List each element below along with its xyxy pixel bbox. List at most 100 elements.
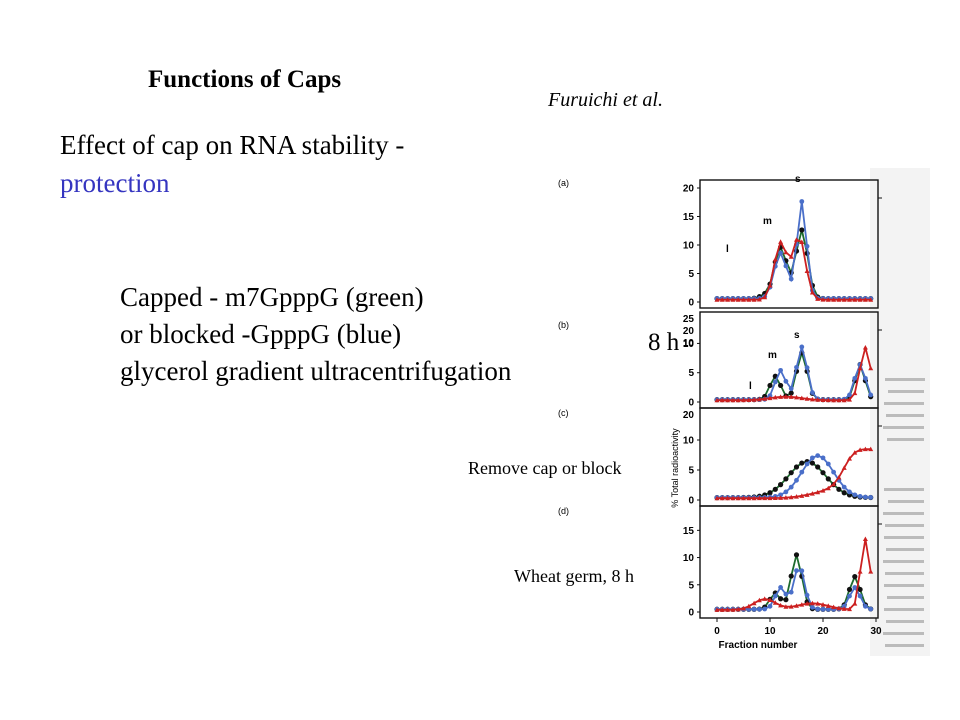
data-point — [751, 606, 757, 612]
data-point — [778, 250, 783, 256]
y-tick-label: 5 — [688, 580, 694, 591]
data-point — [767, 382, 773, 389]
data-point-triangle — [820, 297, 826, 302]
scan-bleed-text — [883, 378, 925, 647]
subtitle-line-2: protection — [60, 168, 170, 198]
data-point — [847, 392, 852, 398]
data-point-triangle — [841, 397, 847, 403]
data-point-triangle — [725, 495, 731, 501]
data-point-triangle — [751, 297, 757, 302]
y-tick-label: 15 — [683, 212, 695, 223]
data-point — [825, 461, 831, 467]
data-point-triangle — [746, 603, 752, 609]
data-point-triangle — [799, 239, 805, 245]
data-point-triangle — [831, 297, 837, 302]
x-tick-0: 0 — [714, 626, 720, 637]
data-point — [778, 367, 783, 373]
data-point-triangle — [857, 365, 863, 371]
data-point-triangle — [815, 296, 821, 301]
data-point-triangle — [862, 536, 868, 542]
x-axis-title: Fraction number — [719, 640, 798, 651]
peak-label: m — [768, 350, 777, 361]
data-point-triangle — [799, 602, 805, 607]
data-point — [831, 469, 836, 475]
data-point-triangle — [772, 394, 778, 400]
data-point-triangle — [767, 597, 773, 603]
y-tick-label-secondary: 25 — [683, 314, 695, 325]
figure-scan: (a) (b) (c) (d) % Total radioactivity Fr… — [540, 168, 930, 656]
data-point — [863, 375, 868, 381]
y-tick-label: 5 — [688, 466, 694, 477]
data-point — [809, 460, 815, 466]
data-point — [783, 597, 789, 603]
y-tick-label: 10 — [683, 436, 695, 447]
data-point — [857, 586, 863, 593]
body-line-3: glycerol gradient ultracentrifugation — [120, 356, 512, 386]
data-point-triangle — [735, 606, 741, 612]
y-tick-label-secondary: 10 — [683, 338, 695, 349]
data-point-triangle — [804, 268, 810, 274]
data-point-triangle — [714, 495, 720, 501]
data-point — [794, 477, 799, 483]
data-point — [852, 574, 858, 580]
citation: Furuichi et al. — [548, 89, 663, 111]
data-point-triangle — [730, 397, 736, 403]
data-point — [868, 495, 874, 500]
peak-label: s — [794, 330, 800, 341]
data-point-triangle — [788, 394, 794, 399]
data-point-triangle — [783, 495, 789, 500]
data-point-triangle — [756, 597, 762, 603]
data-point-triangle — [820, 397, 826, 403]
data-point-triangle — [836, 397, 842, 403]
data-point — [793, 552, 800, 558]
data-point-triangle — [746, 297, 752, 302]
data-point — [778, 492, 783, 498]
data-point — [852, 375, 858, 381]
data-point-triangle — [735, 297, 741, 302]
data-point-triangle — [831, 604, 837, 610]
y-tick-label: 0 — [688, 608, 694, 619]
peak-label: l — [726, 244, 729, 255]
data-point-triangle — [809, 396, 815, 402]
data-point-triangle — [825, 297, 831, 302]
data-point-triangle — [862, 297, 868, 302]
y-tick-label-secondary: 20 — [683, 410, 695, 421]
data-point — [868, 606, 874, 612]
data-point — [841, 484, 847, 490]
data-point-triangle — [841, 465, 847, 470]
y-tick-label: 10 — [683, 553, 695, 564]
data-point-triangle — [741, 297, 746, 302]
data-point-triangle — [857, 569, 863, 574]
data-point-triangle — [831, 397, 837, 403]
data-point-triangle — [741, 495, 746, 501]
data-point — [799, 199, 805, 204]
data-point — [841, 603, 847, 609]
data-point — [788, 573, 794, 579]
data-point — [847, 489, 852, 495]
data-point-triangle — [799, 493, 805, 498]
y-tick-label: 5 — [688, 269, 694, 280]
data-point-triangle — [868, 297, 874, 302]
data-point-triangle — [836, 297, 842, 302]
data-point-triangle — [767, 495, 773, 501]
data-point — [783, 489, 789, 495]
data-point-triangle — [756, 396, 762, 402]
data-point-triangle — [847, 297, 852, 302]
data-point — [783, 476, 789, 482]
data-point-triangle — [804, 396, 810, 401]
data-point — [794, 568, 799, 573]
data-point-triangle — [852, 450, 858, 455]
data-point-triangle — [794, 237, 799, 242]
data-point — [767, 603, 773, 609]
data-point — [841, 490, 847, 496]
data-point — [778, 585, 783, 590]
data-point — [794, 364, 799, 370]
data-point-triangle — [730, 607, 736, 612]
data-point-triangle — [868, 446, 874, 452]
peak-label: m — [763, 216, 772, 227]
data-point-triangle — [772, 256, 778, 262]
y-tick-label: 10 — [683, 241, 695, 252]
data-point — [799, 227, 805, 233]
data-point-triangle — [841, 297, 847, 302]
data-point — [772, 379, 778, 385]
